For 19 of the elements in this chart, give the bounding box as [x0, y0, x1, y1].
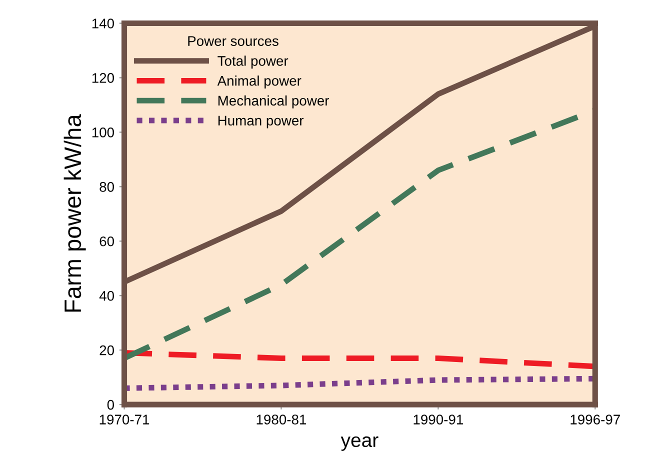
y-tick-label: 0: [107, 400, 114, 410]
x-tick-label: 1970-71: [100, 414, 150, 424]
legend-title: Power sources: [188, 36, 278, 46]
legend-label: Human power: [218, 116, 304, 128]
legend-label: Mechanical power: [218, 95, 330, 108]
x-tick-label: 1990-91: [414, 414, 463, 424]
x-tick-label: 1996-97: [570, 414, 620, 424]
y-axis-title: Farm power kW/ha: [64, 114, 86, 312]
y-tick-label: 140: [92, 18, 114, 28]
legend-label: Total power: [218, 56, 288, 69]
legend-label: Animal power: [217, 76, 302, 88]
y-tick-label: 80: [100, 182, 114, 192]
x-tick-label: 1980-81: [256, 414, 306, 424]
y-tick-label: 120: [92, 73, 114, 83]
y-tick-label: 100: [92, 128, 114, 138]
y-tick-label: 60: [100, 236, 114, 246]
y-tick-label: 40: [99, 290, 114, 301]
y-tick-label: 20: [100, 345, 114, 356]
x-axis-title: year: [340, 436, 378, 451]
